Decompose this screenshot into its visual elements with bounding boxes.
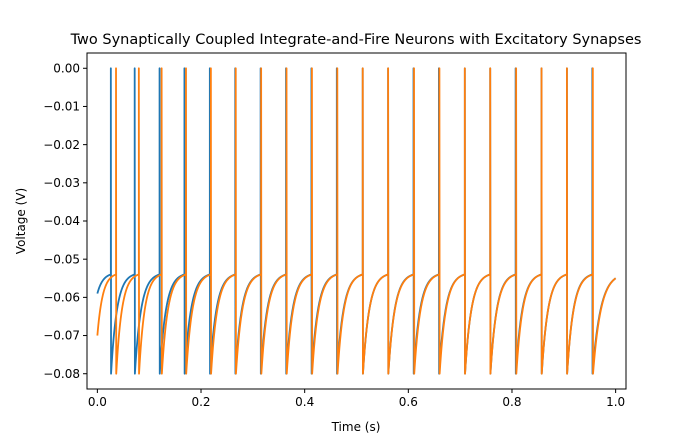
x-tick-label: 0.8 — [502, 395, 521, 409]
y-tick-label: −0.02 — [43, 138, 80, 152]
y-axis-label: Voltage (V) — [14, 188, 28, 254]
x-tick-label: 0.0 — [88, 395, 107, 409]
plot-area: 0.0 0.2 0.4 0.6 0.8 1.0 0.00 −0.01 −0.02 −0.03 −0… — [43, 52, 627, 409]
y-tick-label: −0.07 — [43, 329, 80, 343]
x-tick-label: 0.2 — [191, 395, 210, 409]
series-line-2 — [96, 67, 617, 375]
traces — [96, 67, 617, 375]
y-tick-label: −0.04 — [43, 214, 80, 228]
chart-title: Two Synaptically Coupled Integrate-and-F… — [70, 32, 642, 48]
y-tick-label: −0.01 — [43, 100, 80, 114]
x-axis: 0.0 0.2 0.4 0.6 0.8 1.0 — [88, 389, 625, 409]
x-tick-label: 0.4 — [295, 395, 314, 409]
y-tick-label: −0.03 — [43, 176, 80, 190]
x-tick-label: 0.6 — [399, 395, 418, 409]
y-tick-label: −0.08 — [43, 367, 80, 381]
y-tick-label: −0.06 — [43, 291, 80, 305]
y-axis: 0.00 −0.01 −0.02 −0.03 −0.04 −0.05 −0.06 −0.07 −… — [43, 61, 87, 381]
y-tick-label: 0.00 — [53, 61, 80, 75]
x-axis-label: Time (s) — [331, 420, 381, 434]
x-tick-label: 1.0 — [606, 395, 625, 409]
y-tick-label: −0.05 — [43, 252, 80, 266]
